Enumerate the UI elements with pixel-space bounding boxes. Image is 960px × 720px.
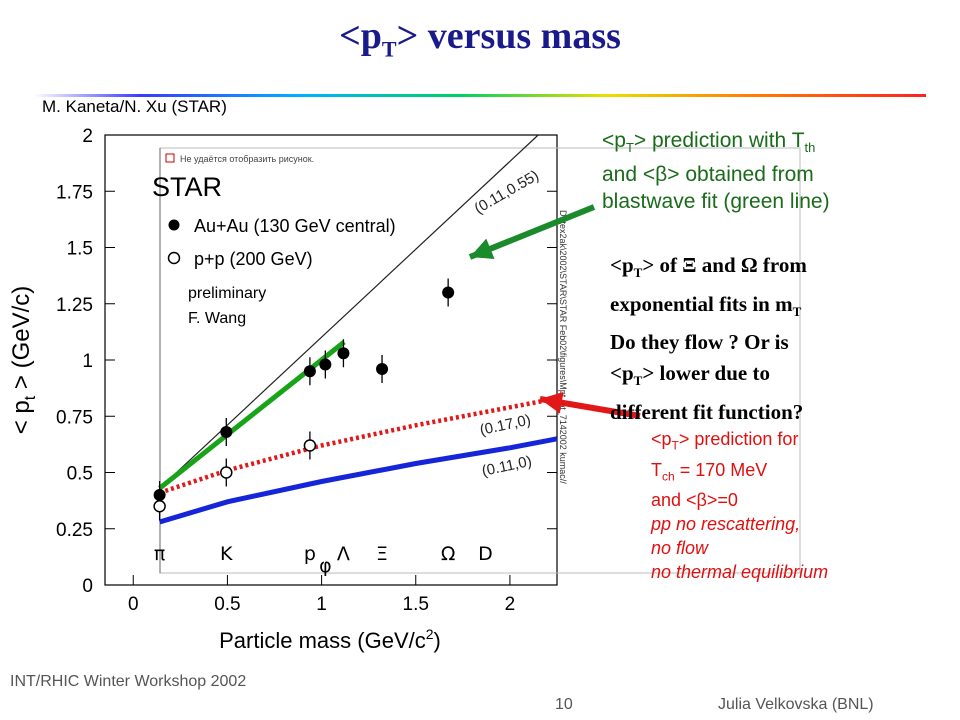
particle-label: Λ [337, 543, 350, 565]
legend-label: Au+Au (130 GeV central) [194, 216, 396, 236]
particle-label: Ξ [376, 543, 388, 565]
green-arrow-head [470, 238, 495, 259]
x-axis-label: Particle mass (GeV/c2) [219, 626, 441, 653]
x-tick-label: 2 [505, 594, 516, 615]
footer-workshop: INT/RHIC Winter Workshop 2002 [10, 673, 247, 690]
x-tick-label: 0.5 [214, 594, 240, 615]
x-tick-label: 1 [316, 594, 327, 615]
annotation-text: F. Wang [188, 310, 246, 327]
image-error-text: Не удаётся отобразить рисунок. [180, 154, 314, 164]
y-tick-label: 0.75 [56, 407, 93, 428]
y-tick-label: 2 [82, 126, 93, 147]
particle-label: p [304, 543, 316, 565]
auau-data-point [303, 365, 316, 378]
red-arrow-head [540, 391, 564, 414]
y-tick-label: 1.5 [67, 239, 93, 260]
red-dotted-curve [158, 396, 558, 495]
auau-data-point [220, 426, 233, 438]
particle-label: Ω [441, 543, 456, 565]
legend-marker-auau [168, 219, 180, 231]
slide-title: <pT> versus mass [339, 15, 621, 62]
y-tick-label: 0.5 [67, 464, 93, 485]
auau-data-point [337, 347, 350, 360]
plot-header: STAR [152, 172, 222, 202]
particle-label: K [220, 543, 233, 565]
y-tick-label: 1.25 [56, 295, 93, 316]
curve-label: (0.17,0) [478, 412, 532, 439]
x-tick-label: 0 [128, 594, 139, 615]
particle-label: φ [319, 555, 332, 577]
red-line-note: <pT> prediction for Tch = 170 MeV and <β… [651, 429, 829, 583]
curve-label: (0.11,0.55) [472, 167, 542, 217]
green-line-note: <pT> prediction with Tth and <β> obtaine… [602, 129, 830, 214]
title-divider [33, 94, 926, 97]
particle-label: D [478, 543, 493, 565]
y-tick-label: 0.25 [56, 520, 93, 541]
particle-label: π [154, 543, 165, 565]
green-arrow [468, 204, 596, 260]
annotation-text: preliminary [188, 285, 266, 302]
legend-marker-pp [167, 251, 181, 265]
legend-label: p+p (200 GeV) [194, 249, 313, 269]
broken-image-icon [165, 153, 175, 163]
footer-author: Julia Velkovska (BNL) [718, 696, 874, 713]
auau-data-point [376, 363, 389, 375]
page-number: 10 [555, 696, 573, 713]
green-fit-line [158, 340, 346, 491]
x-tick-label: 1.5 [403, 594, 429, 615]
y-tick-label: 1 [82, 351, 93, 372]
pp-data-point [153, 500, 166, 513]
file-path-text: D:\tex2ak\2002\STAR\STAR Feb02\figures\M… [558, 210, 568, 484]
curve-label: (0.11,0) [480, 453, 533, 480]
fit-question-note: <pT> of Ξ and Ω from exponential fits in… [610, 253, 807, 424]
pp-data-point [220, 466, 233, 479]
credit-text: M. Kaneta/N. Xu (STAR) [42, 97, 227, 116]
y-tick-label: 1.75 [56, 182, 93, 203]
y-axis-label: < pt > (GeV/c) [8, 286, 39, 435]
blue-curve [158, 436, 558, 525]
y-tick-label: 0 [82, 576, 93, 597]
pp-data-point [303, 439, 317, 452]
auau-data-point [442, 286, 455, 299]
auau-data-point [319, 358, 332, 371]
